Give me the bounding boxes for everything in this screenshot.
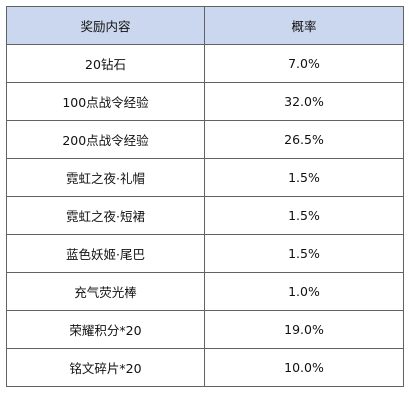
reward-item-cell: 霓虹之夜·短裙 <box>6 196 205 235</box>
table-row: 100点战令经验 32.0% <box>6 82 404 121</box>
reward-rate-cell: 1.5% <box>204 196 404 235</box>
reward-rate-cell: 7.0% <box>204 44 404 83</box>
reward-item-cell: 铭文碎片*20 <box>6 348 205 387</box>
reward-item-cell: 荣耀积分*20 <box>6 310 205 349</box>
reward-rate-cell: 26.5% <box>204 120 404 159</box>
table-row: 200点战令经验 26.5% <box>6 120 404 159</box>
header-reward-content: 奖励内容 <box>6 6 205 45</box>
table-row: 铭文碎片*20 10.0% <box>6 348 404 387</box>
header-row: 奖励内容 概率 <box>6 6 404 45</box>
table-body: 20钻石 7.0% 100点战令经验 32.0% 200点战令经验 26.5% … <box>6 44 404 387</box>
reward-rate-cell: 19.0% <box>204 310 404 349</box>
reward-item-cell: 20钻石 <box>6 44 205 83</box>
table-row: 20钻石 7.0% <box>6 44 404 83</box>
reward-rate-cell: 1.5% <box>204 158 404 197</box>
reward-item-cell: 200点战令经验 <box>6 120 205 159</box>
reward-item-cell: 蓝色妖姬·尾巴 <box>6 234 205 273</box>
header-probability: 概率 <box>204 6 404 45</box>
table-row: 充气荧光棒 1.0% <box>6 272 404 311</box>
reward-rate-cell: 1.5% <box>204 234 404 273</box>
table-row: 荣耀积分*20 19.0% <box>6 310 404 349</box>
reward-item-cell: 霓虹之夜·礼帽 <box>6 158 205 197</box>
reward-item-cell: 100点战令经验 <box>6 82 205 121</box>
table-header: 奖励内容 概率 <box>6 6 404 45</box>
reward-probability-table: 奖励内容 概率 20钻石 7.0% 100点战令经验 32.0% 200点战令经… <box>6 6 404 387</box>
reward-item-cell: 充气荧光棒 <box>6 272 205 311</box>
reward-rate-cell: 10.0% <box>204 348 404 387</box>
reward-rate-cell: 32.0% <box>204 82 404 121</box>
table-row: 蓝色妖姬·尾巴 1.5% <box>6 234 404 273</box>
table-row: 霓虹之夜·短裙 1.5% <box>6 196 404 235</box>
reward-rate-cell: 1.0% <box>204 272 404 311</box>
table-row: 霓虹之夜·礼帽 1.5% <box>6 158 404 197</box>
